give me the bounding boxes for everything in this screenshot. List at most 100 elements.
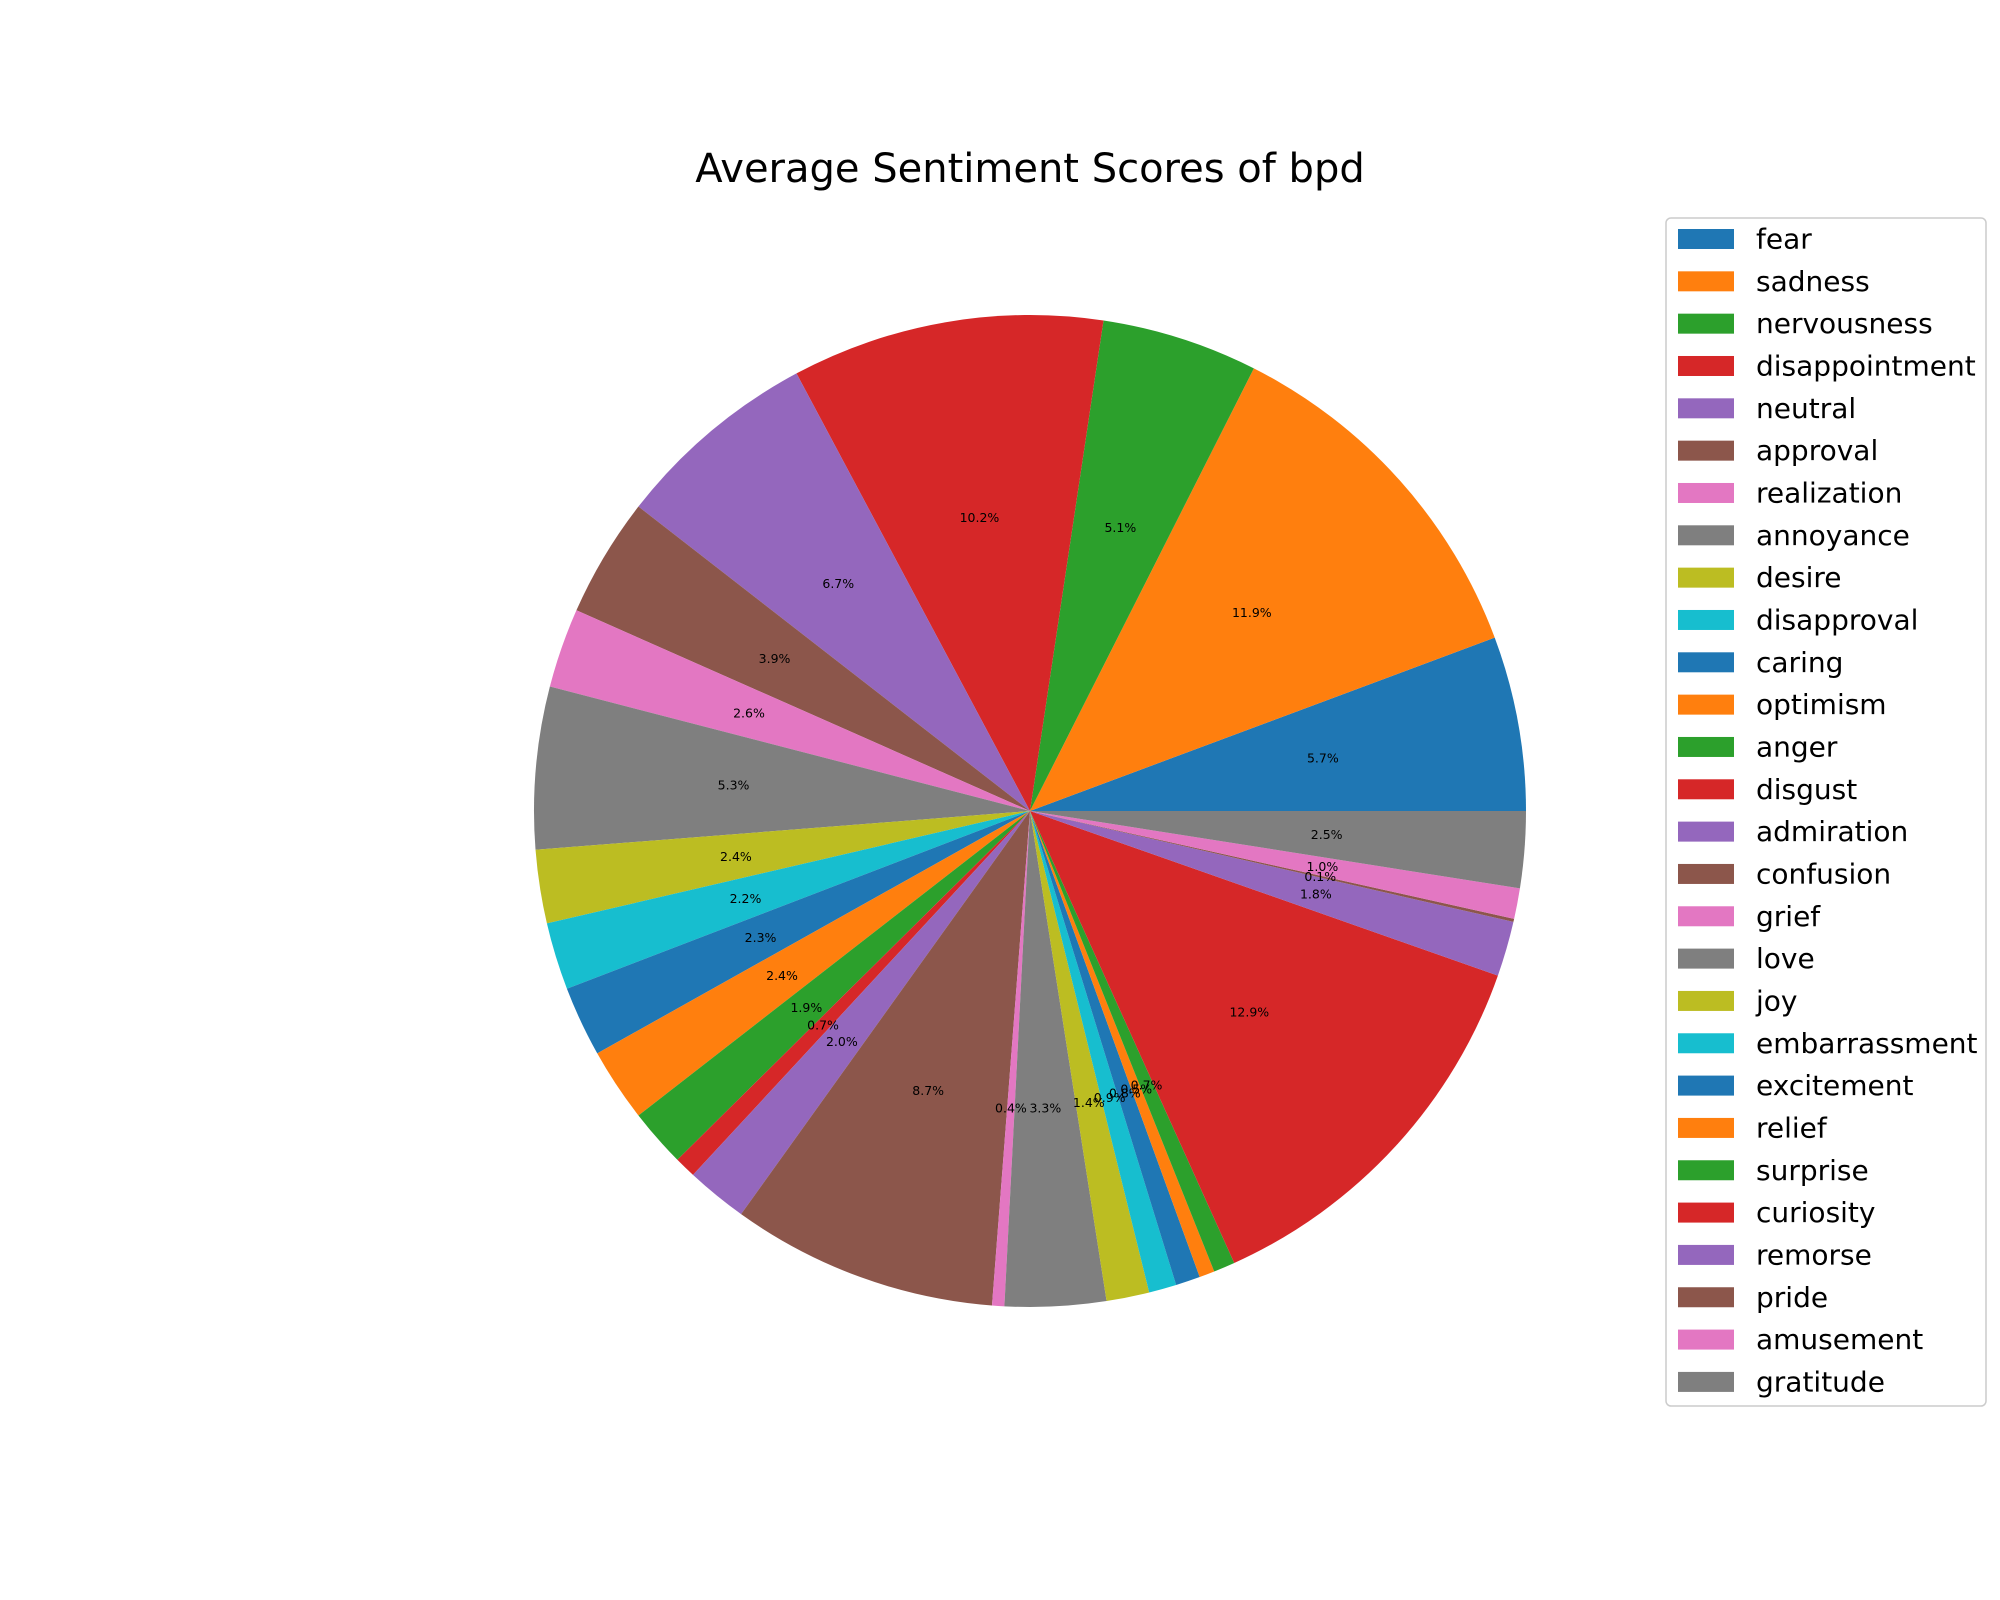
- legend-swatch: [1678, 1033, 1734, 1054]
- legend-item-joy: joy: [1678, 984, 1797, 1017]
- legend-item-relief: relief: [1678, 1111, 1828, 1144]
- pie-slice-fear: [1030, 637, 1526, 811]
- legend-item-admiration: admiration: [1678, 815, 1908, 848]
- pie-slice-relief: [1030, 811, 1215, 1278]
- pct-label-admiration: 2.0%: [826, 1034, 858, 1049]
- legend-item-anger: anger: [1678, 730, 1838, 763]
- pct-label-gratitude: 2.5%: [1311, 827, 1343, 842]
- pct-label-nervousness: 5.1%: [1104, 520, 1136, 535]
- legend-label: annoyance: [1756, 519, 1910, 552]
- pct-label-excitement: 0.8%: [1109, 1086, 1141, 1101]
- legend-item-desire: desire: [1678, 561, 1842, 594]
- legend-item-disappointment: disappointment: [1678, 349, 1976, 382]
- pie-slice-confusion: [741, 811, 1030, 1306]
- pct-label-fear: 5.7%: [1307, 751, 1339, 766]
- pct-label-annoyance: 5.3%: [718, 777, 750, 792]
- pie-slice-neutral: [638, 373, 1030, 811]
- legend-item-sadness: sadness: [1678, 265, 1870, 298]
- legend-label: pride: [1756, 1281, 1828, 1314]
- legend-item-optimism: optimism: [1678, 688, 1887, 721]
- pie-slice-realization: [549, 610, 1030, 811]
- legend-label: confusion: [1756, 857, 1891, 890]
- legend-label: caring: [1756, 646, 1843, 679]
- pct-label-realization: 2.6%: [733, 706, 765, 721]
- legend-item-gratitude: gratitude: [1678, 1365, 1885, 1398]
- legend-swatch: [1678, 525, 1734, 546]
- legend-item-love: love: [1678, 942, 1815, 975]
- legend-swatch: [1678, 779, 1734, 800]
- legend: fear sadness nervousness disappointment neut…: [1665, 217, 1987, 1407]
- legend-item-disapproval: disapproval: [1678, 603, 1918, 636]
- legend-swatch: [1678, 990, 1734, 1011]
- pie-slice-admiration: [692, 811, 1030, 1215]
- pie-slice-disgust: [677, 811, 1030, 1175]
- pct-label-disappointment: 10.2%: [960, 510, 1000, 525]
- pct-label-optimism: 2.4%: [766, 968, 798, 983]
- legend-swatch: [1678, 1244, 1734, 1265]
- legend-swatch: [1678, 736, 1734, 757]
- pie-slice-amusement: [1030, 811, 1520, 919]
- pie-slice-embarrassment: [1030, 811, 1177, 1293]
- legend-swatch: [1678, 1160, 1734, 1181]
- legend-label: surprise: [1756, 1154, 1869, 1187]
- legend-swatch: [1678, 906, 1734, 927]
- pie-slice-nervousness: [1030, 320, 1254, 811]
- legend-swatch: [1678, 567, 1734, 588]
- legend-item-surprise: surprise: [1678, 1154, 1869, 1187]
- pie-slice-curiosity: [1030, 811, 1498, 1263]
- pie-slice-remorse: [1030, 811, 1514, 976]
- legend-swatch: [1678, 948, 1734, 969]
- pct-label-embarrassment: 0.9%: [1094, 1090, 1126, 1105]
- legend-item-embarrassment: embarrassment: [1678, 1027, 1978, 1060]
- legend-item-caring: caring: [1678, 646, 1843, 679]
- pie-slice-desire: [535, 811, 1030, 924]
- legend-label: realization: [1756, 476, 1902, 509]
- legend-swatch: [1678, 1329, 1734, 1350]
- pct-label-amusement: 1.0%: [1306, 859, 1338, 874]
- pie-slice-anger: [638, 811, 1030, 1160]
- legend-swatch: [1678, 1202, 1734, 1223]
- legend-label: disappointment: [1756, 349, 1976, 382]
- pct-label-joy: 1.4%: [1073, 1095, 1105, 1110]
- legend-swatch: [1678, 398, 1734, 419]
- legend-label: fear: [1756, 223, 1812, 256]
- legend-swatch: [1678, 1117, 1734, 1138]
- pie-slice-annoyance: [534, 686, 1030, 850]
- pie-slice-gratitude: [1030, 811, 1526, 889]
- pie-slice-joy: [1030, 811, 1150, 1302]
- legend-swatch: [1678, 355, 1734, 376]
- legend-item-realization: realization: [1678, 476, 1902, 509]
- legend-item-annoyance: annoyance: [1678, 519, 1910, 552]
- pie-slice-grief: [991, 811, 1030, 1307]
- pct-label-love: 3.3%: [1029, 1101, 1061, 1116]
- pie-slice-disappointment: [796, 315, 1104, 811]
- pct-label-relief: 0.5%: [1120, 1082, 1152, 1097]
- legend-label: optimism: [1756, 688, 1887, 721]
- pct-label-confusion: 8.7%: [912, 1083, 944, 1098]
- legend-item-remorse: remorse: [1678, 1238, 1872, 1271]
- legend-label: embarrassment: [1756, 1027, 1978, 1060]
- pct-label-pride: 0.1%: [1304, 869, 1336, 884]
- legend-item-confusion: confusion: [1678, 857, 1891, 890]
- pie-slice-love: [1004, 811, 1107, 1308]
- legend-label: neutral: [1756, 392, 1856, 425]
- pct-label-approval: 3.9%: [759, 651, 791, 666]
- pie-slice-caring: [566, 811, 1030, 1054]
- legend-swatch: [1678, 440, 1734, 461]
- pie-slices: [534, 315, 1526, 1308]
- legend-swatch: [1678, 609, 1734, 630]
- legend-swatch: [1678, 1075, 1734, 1096]
- pie-slice-excitement: [1030, 811, 1200, 1285]
- chart-title: Average Sentiment Scores of bpd: [695, 146, 1364, 192]
- legend-label: disgust: [1756, 773, 1857, 806]
- legend-swatch: [1678, 863, 1734, 884]
- legend-label: admiration: [1756, 815, 1908, 848]
- legend-frame: [1665, 217, 1987, 1407]
- legend-label: excitement: [1756, 1069, 1913, 1102]
- legend-label: sadness: [1756, 265, 1870, 298]
- legend-swatch: [1678, 821, 1734, 842]
- legend-label: desire: [1756, 561, 1842, 594]
- pie-slice-approval: [576, 506, 1030, 811]
- pie-slice-optimism: [597, 811, 1030, 1116]
- legend-label: approval: [1756, 434, 1878, 467]
